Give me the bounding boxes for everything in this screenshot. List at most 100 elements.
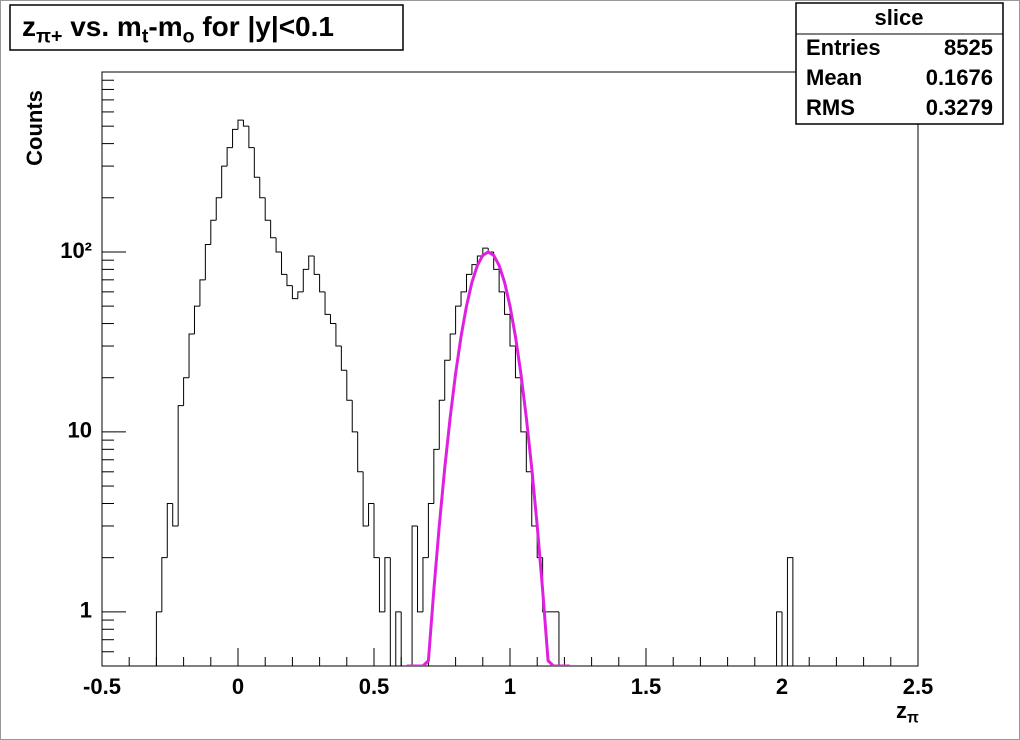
x-tick-label: 2 xyxy=(776,674,788,699)
histogram-bin xyxy=(531,471,538,527)
histogram-bin xyxy=(482,247,489,256)
histogram-bin xyxy=(237,119,244,130)
stats-value: 0.1676 xyxy=(926,65,993,90)
title-box xyxy=(9,4,404,51)
histogram-bin xyxy=(253,147,260,178)
subscript: π xyxy=(907,710,919,727)
histogram-bin xyxy=(183,377,190,406)
histogram-bin xyxy=(449,333,456,361)
frame xyxy=(101,71,919,667)
histogram-bin xyxy=(357,431,364,473)
histogram-bin xyxy=(465,273,472,292)
subscript: t xyxy=(142,26,149,48)
histogram-bin xyxy=(204,243,211,280)
histogram-bin xyxy=(161,557,168,612)
histogram-bin xyxy=(373,503,380,559)
histogram-bin xyxy=(297,291,304,299)
text-segment: z xyxy=(22,11,36,42)
histogram-bin xyxy=(335,323,342,347)
text-segment: for |y|<0.1 xyxy=(195,11,334,42)
fit-curve xyxy=(406,250,570,666)
histogram-bin xyxy=(270,220,277,239)
histogram-bin xyxy=(172,503,179,527)
histogram-bin xyxy=(384,557,391,612)
histogram-bin xyxy=(193,305,200,334)
histogram-bin xyxy=(351,400,358,433)
text-segment: vs. m xyxy=(62,11,141,42)
histogram-bin xyxy=(232,128,238,148)
histogram-bin xyxy=(188,333,195,378)
histogram-bin xyxy=(210,219,217,245)
stats-label: Mean xyxy=(806,65,862,90)
y-tick-label: 1 xyxy=(80,598,92,623)
text-segment: z xyxy=(896,698,907,723)
histogram-bin xyxy=(427,502,434,558)
histogram-bin xyxy=(460,291,467,307)
histogram-bin xyxy=(362,471,369,527)
histogram-bin xyxy=(776,611,782,666)
histogram-bin xyxy=(786,557,794,666)
stats-label: Entries xyxy=(806,35,881,60)
histogram-bin xyxy=(525,431,532,473)
x-tick-label: 1.5 xyxy=(631,674,662,699)
y-tick-label: 10 xyxy=(68,418,92,443)
histogram-bin xyxy=(264,197,271,221)
histogram-bin xyxy=(400,611,407,666)
subscript: o xyxy=(183,26,195,48)
histogram-bin xyxy=(199,279,206,307)
histogram-bin xyxy=(221,165,228,198)
stats-value: 8525 xyxy=(944,35,993,60)
y-axis-label: Counts xyxy=(22,90,47,166)
histogram-bin xyxy=(417,525,423,613)
stats-frame xyxy=(795,2,1004,125)
histogram-bin xyxy=(368,502,374,526)
histogram-bin xyxy=(302,268,309,292)
histogram-bin xyxy=(520,377,527,433)
histogram-bin xyxy=(411,525,418,666)
histogram-bin xyxy=(242,120,249,127)
stats-title: slice xyxy=(875,5,924,30)
subscript: π+ xyxy=(36,26,62,48)
histogram-bin xyxy=(346,370,353,401)
chart-title: zπ+ vs. mt-mo for |y|<0.1 xyxy=(22,11,334,47)
stats-value: 0.3279 xyxy=(926,95,993,120)
histogram-bin xyxy=(340,346,347,371)
histogram-bin xyxy=(433,448,440,504)
histogram-bin xyxy=(226,147,233,167)
stats-label: RMS xyxy=(806,95,855,120)
x-tick-label: 0 xyxy=(232,674,244,699)
histogram-bin xyxy=(422,557,429,612)
histogram-bin xyxy=(514,346,521,379)
histogram-bin xyxy=(444,359,451,401)
histogram-bin xyxy=(395,611,402,666)
x-axis-label: zπ xyxy=(896,698,919,727)
histogram-bin xyxy=(504,291,510,315)
histogram-bin xyxy=(248,126,255,149)
text-segment: -m xyxy=(148,11,182,42)
histogram-bin xyxy=(308,255,315,270)
histogram-bin xyxy=(155,611,162,666)
histogram-bin xyxy=(781,611,788,666)
histogram-bin xyxy=(378,557,385,613)
histogram-bin xyxy=(286,274,293,287)
x-tick-label: 0.5 xyxy=(359,674,390,699)
histogram-bin xyxy=(324,291,331,315)
histogram-bin xyxy=(313,255,320,275)
x-tick-label: 1 xyxy=(504,674,516,699)
histogram-bin xyxy=(455,305,462,334)
histogram-bin xyxy=(319,274,326,293)
histogram-bin xyxy=(291,285,298,300)
histogram-bin xyxy=(275,237,282,253)
x-tick-label: 2.5 xyxy=(903,674,934,699)
histogram-bin xyxy=(498,269,505,293)
histogram-bin xyxy=(438,399,445,450)
histogram-bin xyxy=(259,177,266,199)
histogram-bin xyxy=(558,611,565,666)
histogram-bin xyxy=(281,251,287,275)
histogram-bin xyxy=(177,405,184,526)
histogram-bin xyxy=(329,314,336,325)
histogram-bin xyxy=(471,264,478,275)
x-tick-label: -0.5 xyxy=(83,674,121,699)
histogram-bin xyxy=(215,197,222,221)
